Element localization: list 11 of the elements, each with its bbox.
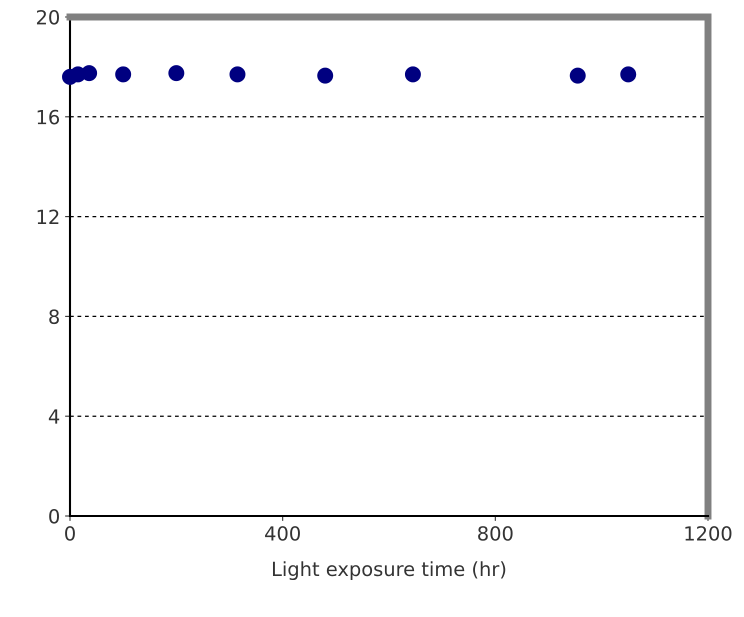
x-tick-label: 400 [265, 526, 300, 541]
y-tick-label: 4 [48, 409, 60, 424]
x-axis-title: Light exposure time (hr) [272, 561, 506, 580]
y-tick-label: 20 [36, 10, 59, 25]
y-tick-label: 8 [49, 309, 59, 324]
y-tick-label: 12 [38, 210, 58, 224]
y-tick-label: 0 [49, 508, 59, 524]
y-tick-label: 16 [38, 110, 60, 124]
x-tick-label: 800 [478, 526, 513, 541]
x-tick-label: 1200 [685, 526, 732, 541]
x-tick-label: 0 [65, 526, 75, 541]
